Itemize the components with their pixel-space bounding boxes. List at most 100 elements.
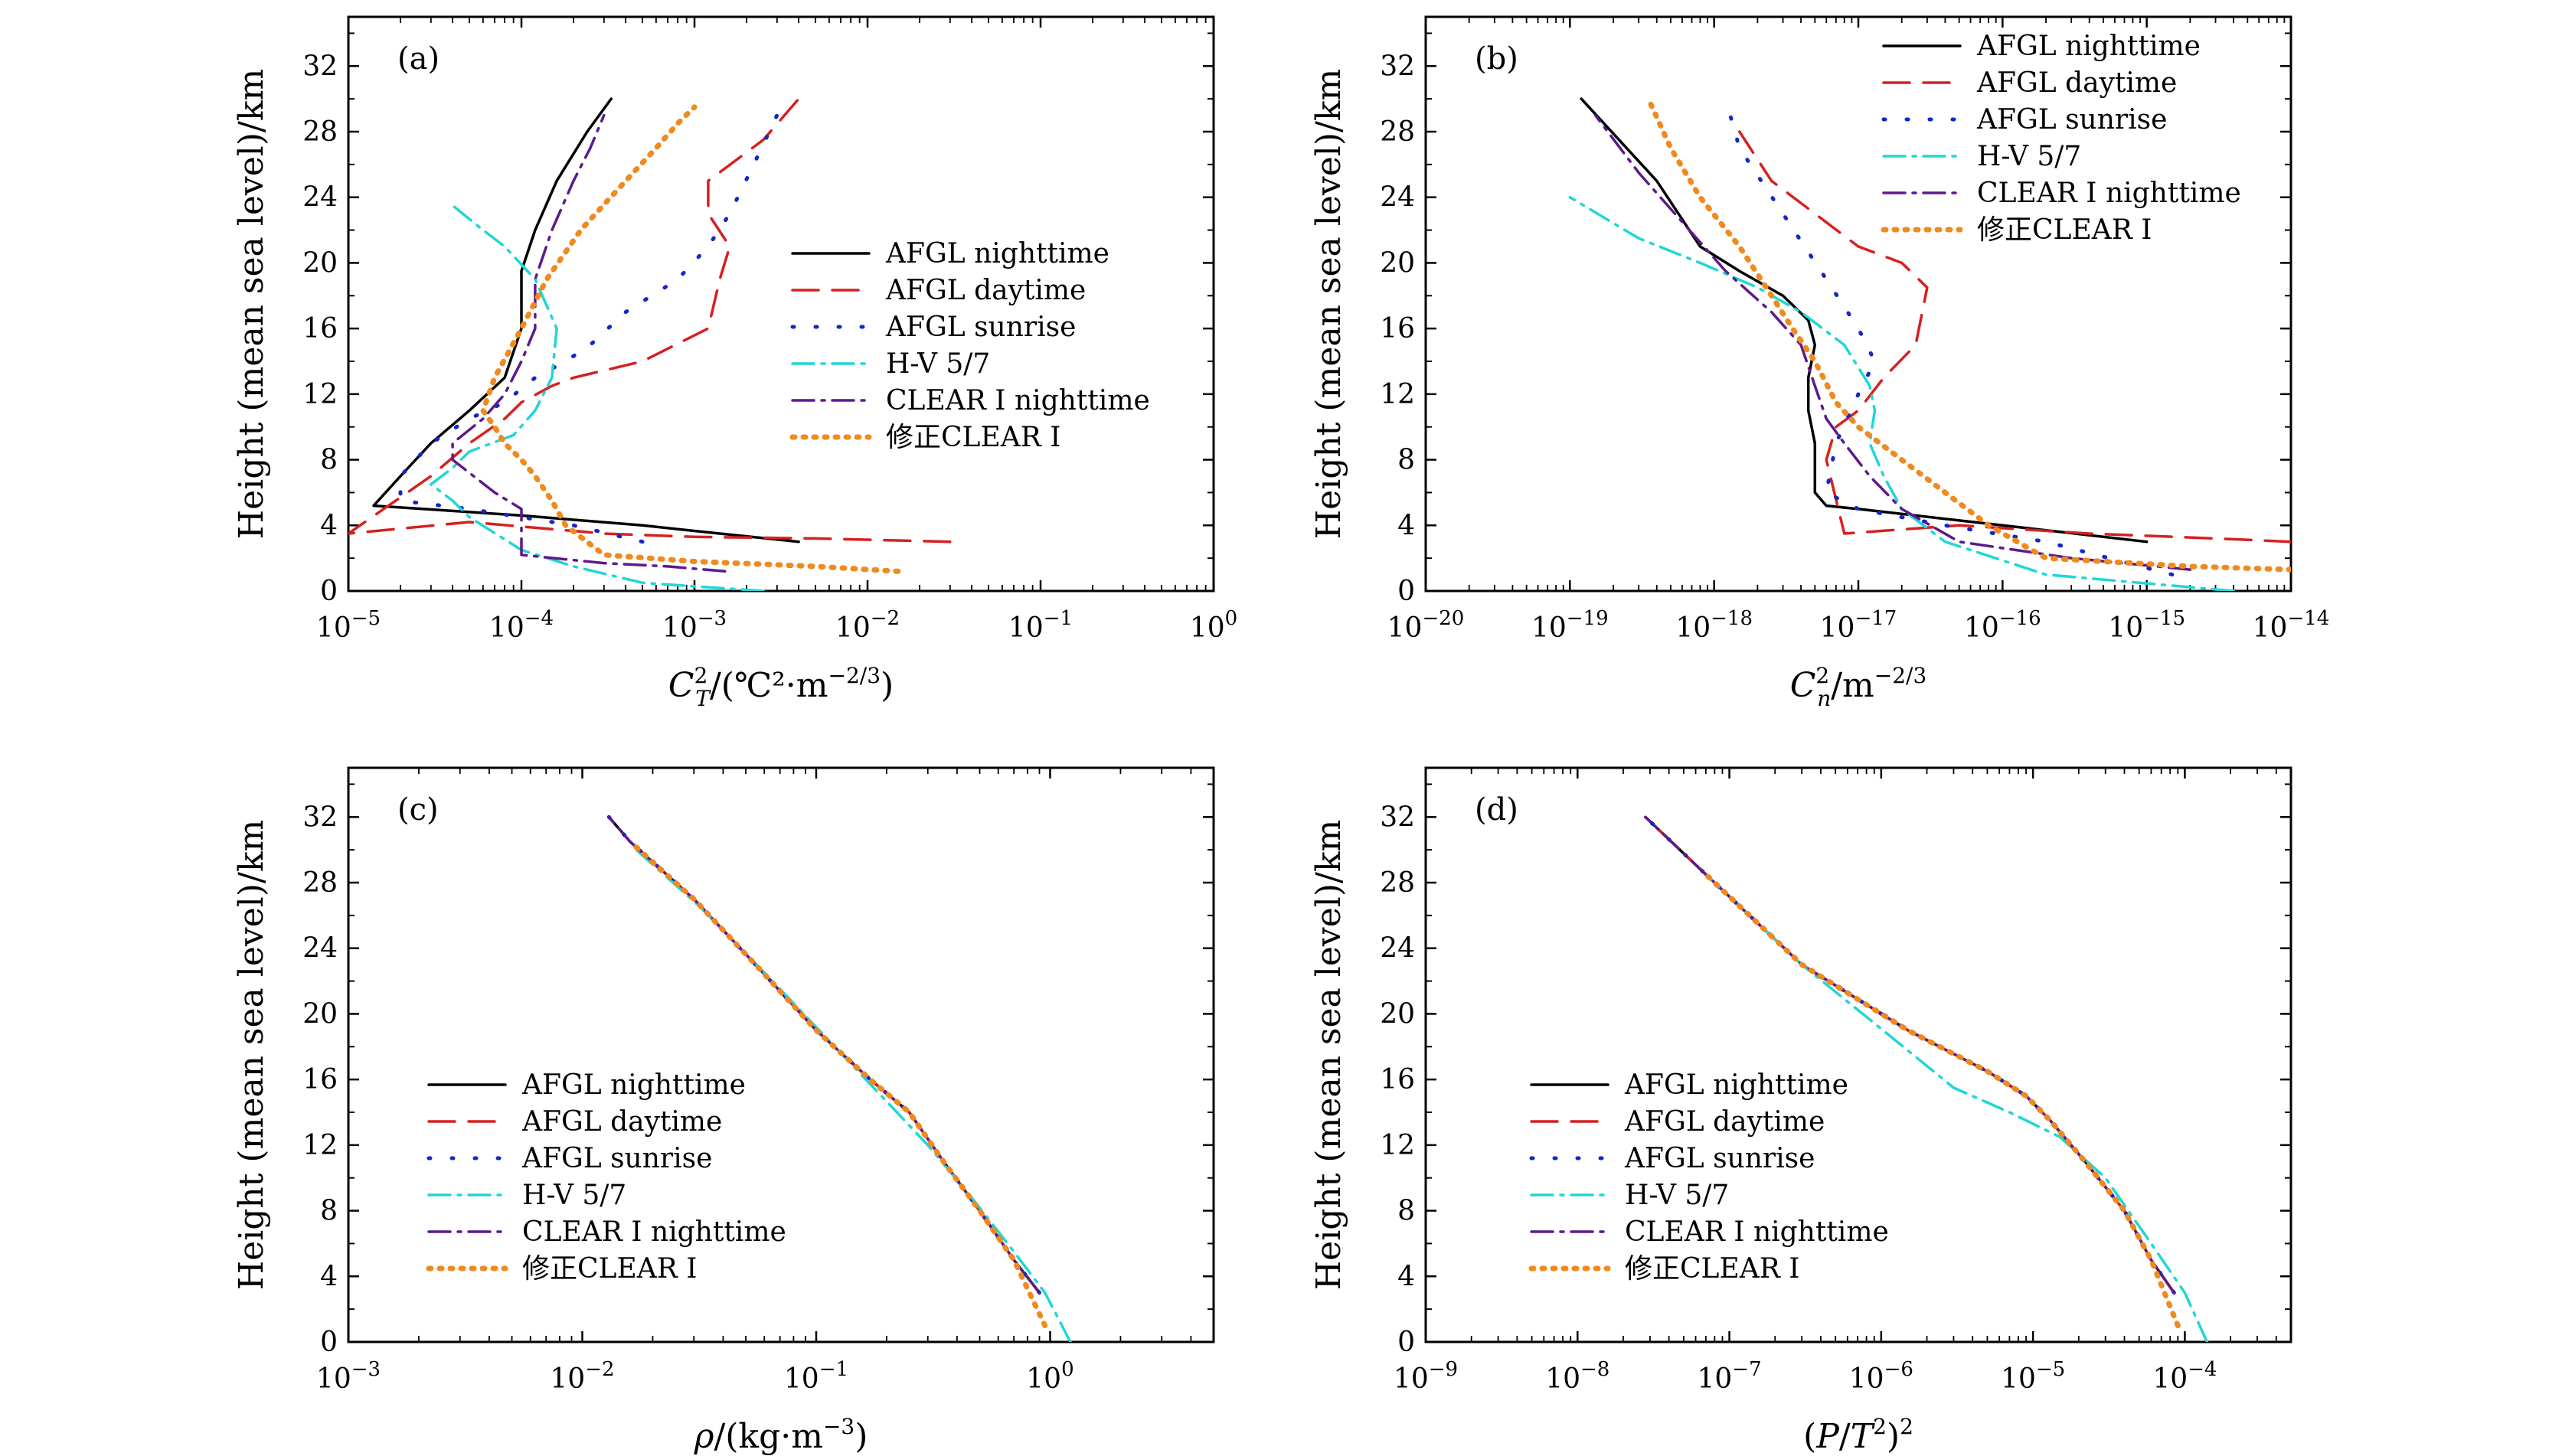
- legend-label: AFGL daytime: [1624, 1106, 1825, 1138]
- legend: AFGL nighttime AFGL daytime AFGL sunrise H-…: [1528, 1069, 1889, 1285]
- legend-label: AFGL daytime: [521, 1106, 722, 1138]
- x-tick-label: 10−7: [1697, 1358, 1761, 1395]
- x-axis-title: (P/T2)2: [1803, 1414, 1913, 1456]
- legend-label: AFGL nighttime: [521, 1069, 746, 1101]
- legend-label: H-V 5/7: [1625, 1180, 1729, 1211]
- y-tick-label: 0: [1397, 1327, 1415, 1358]
- legend-label: AFGL daytime: [1976, 67, 2177, 99]
- legend-label: AFGL sunrise: [521, 1143, 712, 1174]
- x-tick-label: 10−17: [1820, 607, 1897, 644]
- y-axis-title: Height (mean sea level)/km: [1309, 820, 1348, 1290]
- y-tick-label: 28: [302, 116, 338, 148]
- legend: AFGL nighttime AFGL daytime AFGL sunrise H-…: [789, 238, 1150, 453]
- y-tick-label: 12: [302, 1130, 338, 1161]
- x-tick-label: 10−20: [1387, 607, 1465, 644]
- series-line-h-v-5-7: [1568, 195, 2235, 591]
- y-axis-title: Height (mean sea level)/km: [232, 820, 271, 1290]
- series-line--clear-i: [1703, 871, 2181, 1329]
- series-line-h-v-5-7: [430, 204, 765, 591]
- y-tick-label: 8: [320, 445, 338, 476]
- legend-label: 修正CLEAR I: [1625, 1253, 1800, 1285]
- legend-label: H-V 5/7: [522, 1180, 626, 1211]
- series-line--clear-i: [627, 838, 1048, 1329]
- y-tick-label: 20: [1380, 998, 1415, 1030]
- y-tick-label: 32: [1380, 801, 1415, 833]
- legend-label: CLEAR I nighttime: [522, 1216, 786, 1248]
- panel-label: (b): [1475, 41, 1518, 77]
- x-tick-label: 10−4: [489, 607, 554, 644]
- series-line-afgl-nighttime: [372, 97, 800, 544]
- x-tick-label: 100: [1190, 607, 1237, 644]
- legend-label: AFGL nighttime: [1624, 1069, 1848, 1101]
- y-tick-label: 4: [320, 1261, 338, 1292]
- x-tick-label: 100: [1026, 1358, 1073, 1395]
- x-tick-label: 10−6: [1849, 1358, 1913, 1395]
- plot-frame: [347, 766, 1215, 1343]
- legend-label: AFGL daytime: [885, 275, 1086, 306]
- series-line-h-v-5-7: [1704, 873, 2209, 1342]
- y-tick-label: 24: [1380, 933, 1415, 965]
- legend-label: AFGL sunrise: [885, 312, 1076, 343]
- x-tick-label: 10−9: [1394, 1358, 1458, 1395]
- panel-label: (d): [1475, 792, 1518, 828]
- y-tick-label: 28: [302, 867, 338, 899]
- x-tick-label: 10−1: [1008, 607, 1073, 644]
- y-tick-label: 16: [302, 1064, 338, 1095]
- y-tick-label: 16: [302, 313, 338, 344]
- y-tick-label: 20: [302, 998, 338, 1030]
- y-tick-label: 16: [1380, 313, 1415, 344]
- legend-label: H-V 5/7: [886, 348, 990, 380]
- y-axis-title: Height (mean sea level)/km: [232, 69, 271, 539]
- series-line-afgl-sunrise: [398, 113, 779, 544]
- series-group: [606, 815, 1072, 1342]
- x-tick-label: 10−16: [1964, 607, 2041, 644]
- chart-panel-d: 0 4 8 12 16 20 24 28 32 10−9 10−8 10−7 10−6 10−5 10−4 (…: [1309, 766, 2292, 1456]
- series-line-afgl-daytime: [1738, 130, 2291, 544]
- y-tick-label: 12: [1380, 1130, 1415, 1161]
- y-tick-label: 28: [1380, 867, 1415, 899]
- panel-label: (a): [397, 41, 440, 77]
- x-axis-title: C2 n/m−2/3: [1790, 663, 1927, 711]
- x-tick-label: 10−3: [316, 1358, 381, 1395]
- panel-label: (c): [397, 792, 439, 828]
- x-tick-label: 10−15: [2108, 607, 2185, 644]
- y-tick-label: 0: [1397, 576, 1415, 607]
- y-tick-label: 24: [1380, 182, 1415, 214]
- x-tick-label: 10−1: [784, 1358, 848, 1395]
- y-tick-label: 8: [1397, 1196, 1415, 1227]
- x-tick-label: 10−14: [2253, 607, 2330, 644]
- y-tick-label: 32: [1380, 51, 1415, 82]
- y-tick-label: 24: [302, 182, 338, 214]
- series-line-afgl-nighttime: [1580, 97, 2149, 544]
- legend-label: AFGL nighttime: [1976, 31, 2201, 62]
- legend-label: CLEAR I nighttime: [886, 385, 1150, 416]
- series-line-afgl-sunrise: [606, 815, 1041, 1295]
- x-axis-title: ρ/(kg·m−3): [694, 1414, 868, 1456]
- series-line-afgl-daytime: [348, 97, 952, 544]
- series-group: [348, 97, 952, 591]
- series-group: [1643, 815, 2209, 1342]
- y-tick-label: 24: [302, 933, 338, 965]
- y-tick-label: 20: [302, 247, 338, 279]
- legend-label: AFGL sunrise: [1976, 104, 2167, 135]
- x-axis-title: C2 T/(℃²·m−2/3): [668, 663, 894, 711]
- x-tick-label: 10−18: [1675, 607, 1753, 644]
- legend-label: CLEAR I nighttime: [1977, 178, 2241, 209]
- series-line-clear-i-nighttime: [607, 815, 1041, 1294]
- legend: AFGL nighttime AFGL daytime AFGL sunrise H-…: [1881, 31, 2241, 246]
- plot-frame: [347, 15, 1215, 593]
- y-tick-label: 4: [1397, 1261, 1415, 1292]
- y-tick-label: 32: [302, 51, 338, 82]
- y-tick-label: 12: [302, 379, 338, 410]
- legend-label: 修正CLEAR I: [1977, 214, 2152, 246]
- y-tick-label: 4: [1397, 510, 1415, 541]
- series-line-clear-i-nighttime: [1593, 113, 2192, 571]
- y-tick-label: 20: [1380, 247, 1415, 279]
- y-tick-label: 28: [1380, 116, 1415, 148]
- legend: AFGL nighttime AFGL daytime AFGL sunrise H-…: [426, 1069, 786, 1285]
- legend-label: 修正CLEAR I: [522, 1253, 698, 1285]
- x-tick-label: 10−2: [550, 1358, 614, 1395]
- y-tick-label: 16: [1380, 1064, 1415, 1095]
- y-tick-label: 8: [1397, 445, 1415, 476]
